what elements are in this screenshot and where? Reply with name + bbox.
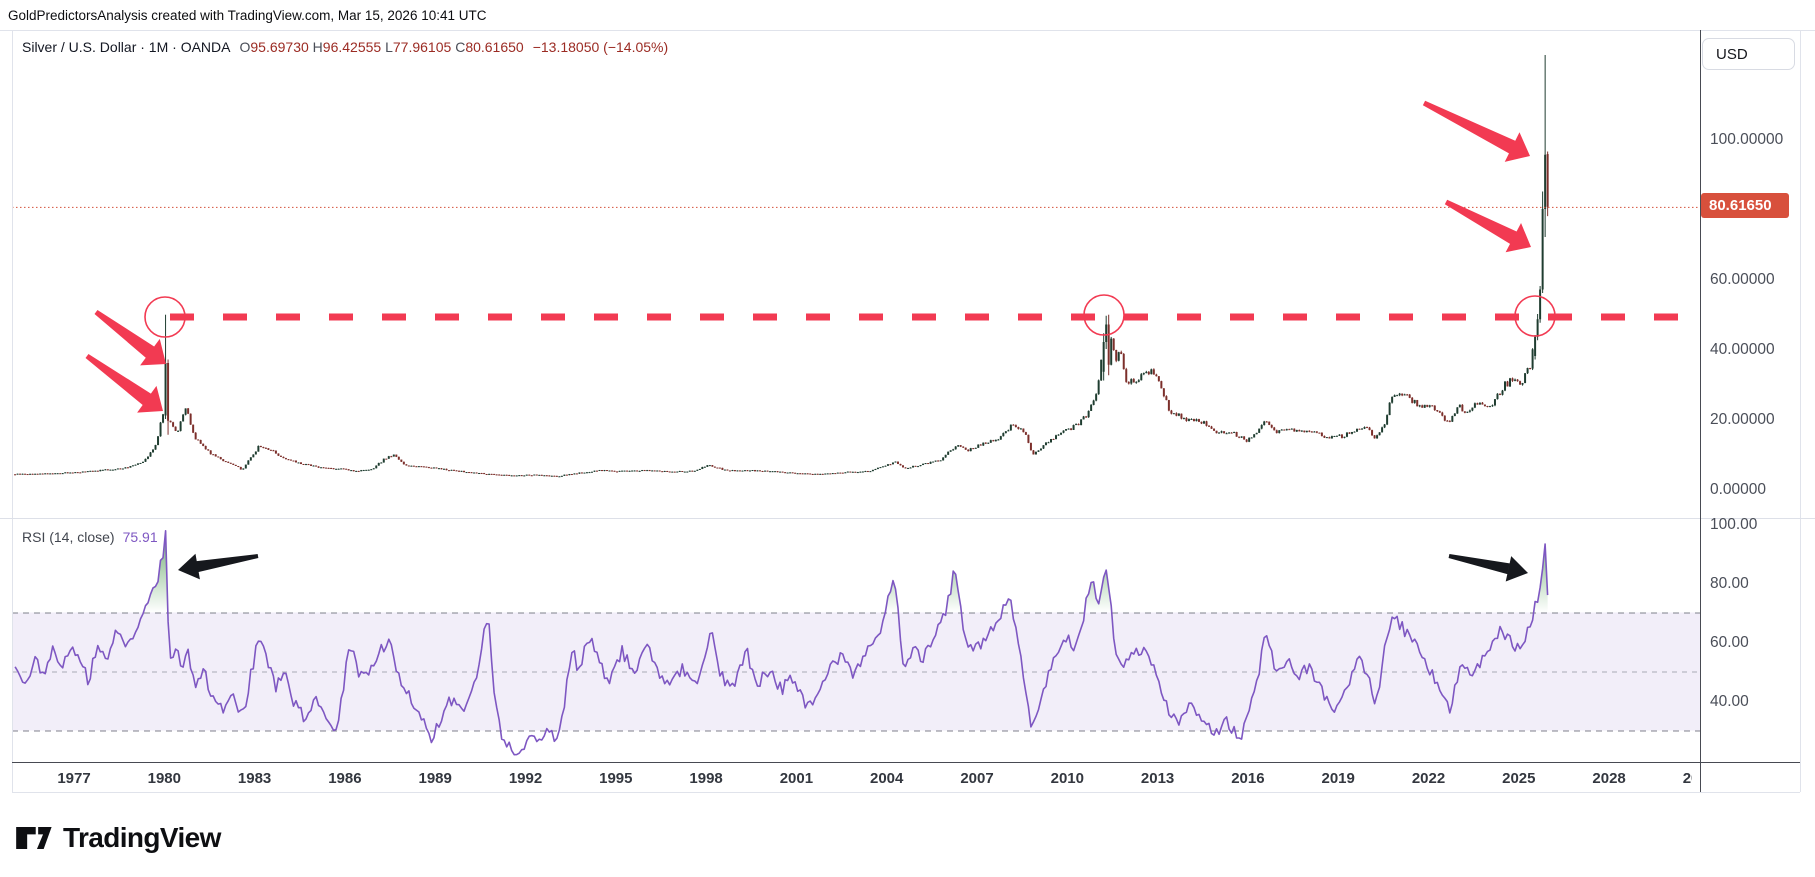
ohlc-value: 80.61650 bbox=[465, 39, 524, 55]
rsi-legend[interactable]: RSI (14, close) 75.91 bbox=[22, 529, 158, 545]
price-tick-label: 40.00000 bbox=[1710, 341, 1775, 358]
symbol-title: Silver / U.S. Dollar · 1M · OANDA bbox=[22, 39, 231, 55]
currency-button[interactable]: USD bbox=[1702, 38, 1795, 70]
tradingview-logo-icon bbox=[16, 827, 52, 849]
red-arrow-icon bbox=[94, 309, 166, 366]
highlight-circle bbox=[1083, 294, 1125, 336]
time-tick-label: 2028 bbox=[1592, 770, 1625, 787]
price-tick-label: 60.00000 bbox=[1710, 271, 1775, 288]
ohlc-label: H bbox=[312, 39, 323, 55]
last-price-badge: 80.61650 bbox=[1701, 193, 1789, 218]
time-tick-label: 1989 bbox=[419, 770, 452, 787]
rsi-value: 75.91 bbox=[122, 529, 158, 545]
time-tick-label: 1980 bbox=[148, 770, 181, 787]
rsi-tick-label: 40.00 bbox=[1710, 693, 1749, 710]
ohlc-value: 77.96105 bbox=[392, 39, 456, 55]
rsi-band bbox=[12, 612, 1700, 732]
time-tick-label: 1977 bbox=[57, 770, 90, 787]
time-tick-label: 2013 bbox=[1141, 770, 1174, 787]
time-tick-label: 1986 bbox=[328, 770, 361, 787]
black-arrow-icon bbox=[178, 553, 259, 580]
ohlc-label: L bbox=[385, 39, 393, 55]
highlight-circle bbox=[144, 296, 186, 338]
ohlc-value: 95.69730 bbox=[250, 39, 313, 55]
time-tick-label: 2004 bbox=[870, 770, 904, 787]
time-tick-label: 1992 bbox=[509, 770, 542, 787]
rsi-overbought-fill bbox=[15, 530, 1548, 613]
price-tick-label: 0.00000 bbox=[1710, 481, 1766, 498]
tradingview-logo[interactable]: TradingView bbox=[16, 822, 221, 854]
rsi-axis-labels[interactable]: 100.00 80.00 60.00 40.00 bbox=[1710, 516, 1758, 710]
time-tick-label: 2010 bbox=[1051, 770, 1084, 787]
red-arrow-icon bbox=[1444, 199, 1531, 253]
time-tick-label: 1998 bbox=[689, 770, 722, 787]
watermark-header: GoldPredictorsAnalysis created with Trad… bbox=[8, 8, 487, 23]
candles-layer[interactable] bbox=[14, 55, 1549, 478]
rsi-tick-label: 100.00 bbox=[1710, 516, 1758, 533]
change-value: −13.18050 (−14.05%) bbox=[532, 39, 669, 55]
rsi-tick-label: 80.00 bbox=[1710, 575, 1749, 592]
red-annotations bbox=[85, 100, 1700, 582]
time-tick-label: 2001 bbox=[780, 770, 813, 787]
time-tick-label: 2007 bbox=[960, 770, 993, 787]
red-arrow-icon bbox=[1422, 100, 1530, 162]
ohlc-values: O95.69730 H96.42555 L77.96105 C80.61650 bbox=[239, 39, 523, 55]
ohlc-label: C bbox=[455, 39, 466, 55]
red-arrow-icon bbox=[85, 353, 163, 413]
price-tick-label: 100.00000 bbox=[1710, 131, 1784, 148]
time-tick-label: 2025 bbox=[1502, 770, 1535, 787]
rsi-title: RSI (14, close) bbox=[22, 529, 115, 545]
price-tick-label: 20.00000 bbox=[1710, 411, 1775, 428]
time-tick-label: 2031 bbox=[1683, 770, 1716, 787]
time-axis[interactable]: 1977 1980 1983 1986 1989 1992 1995 1998 2001 2004… bbox=[57, 770, 1716, 787]
time-tick-label: 2019 bbox=[1322, 770, 1355, 787]
tradingview-logo-text: TradingView bbox=[63, 822, 221, 853]
highlight-circle bbox=[1514, 295, 1556, 337]
time-tick-label: 2016 bbox=[1231, 770, 1264, 787]
ohlc-value: 96.42555 bbox=[322, 39, 386, 55]
price-axis-labels[interactable]: 100.00000 60.00000 40.00000 20.00000 0.00000 bbox=[1710, 131, 1784, 498]
ohlc-label: O bbox=[239, 39, 251, 55]
black-arrow-icon bbox=[1448, 554, 1528, 582]
symbol-legend[interactable]: Silver / U.S. Dollar · 1M · OANDA O95.69… bbox=[22, 39, 668, 55]
rsi-tick-label: 60.00 bbox=[1710, 634, 1749, 651]
chart-borders bbox=[0, 30, 1815, 793]
time-tick-label: 1995 bbox=[599, 770, 632, 787]
rsi-line bbox=[14, 529, 1549, 756]
time-tick-label: 2022 bbox=[1412, 770, 1445, 787]
time-tick-label: 1983 bbox=[238, 770, 271, 787]
